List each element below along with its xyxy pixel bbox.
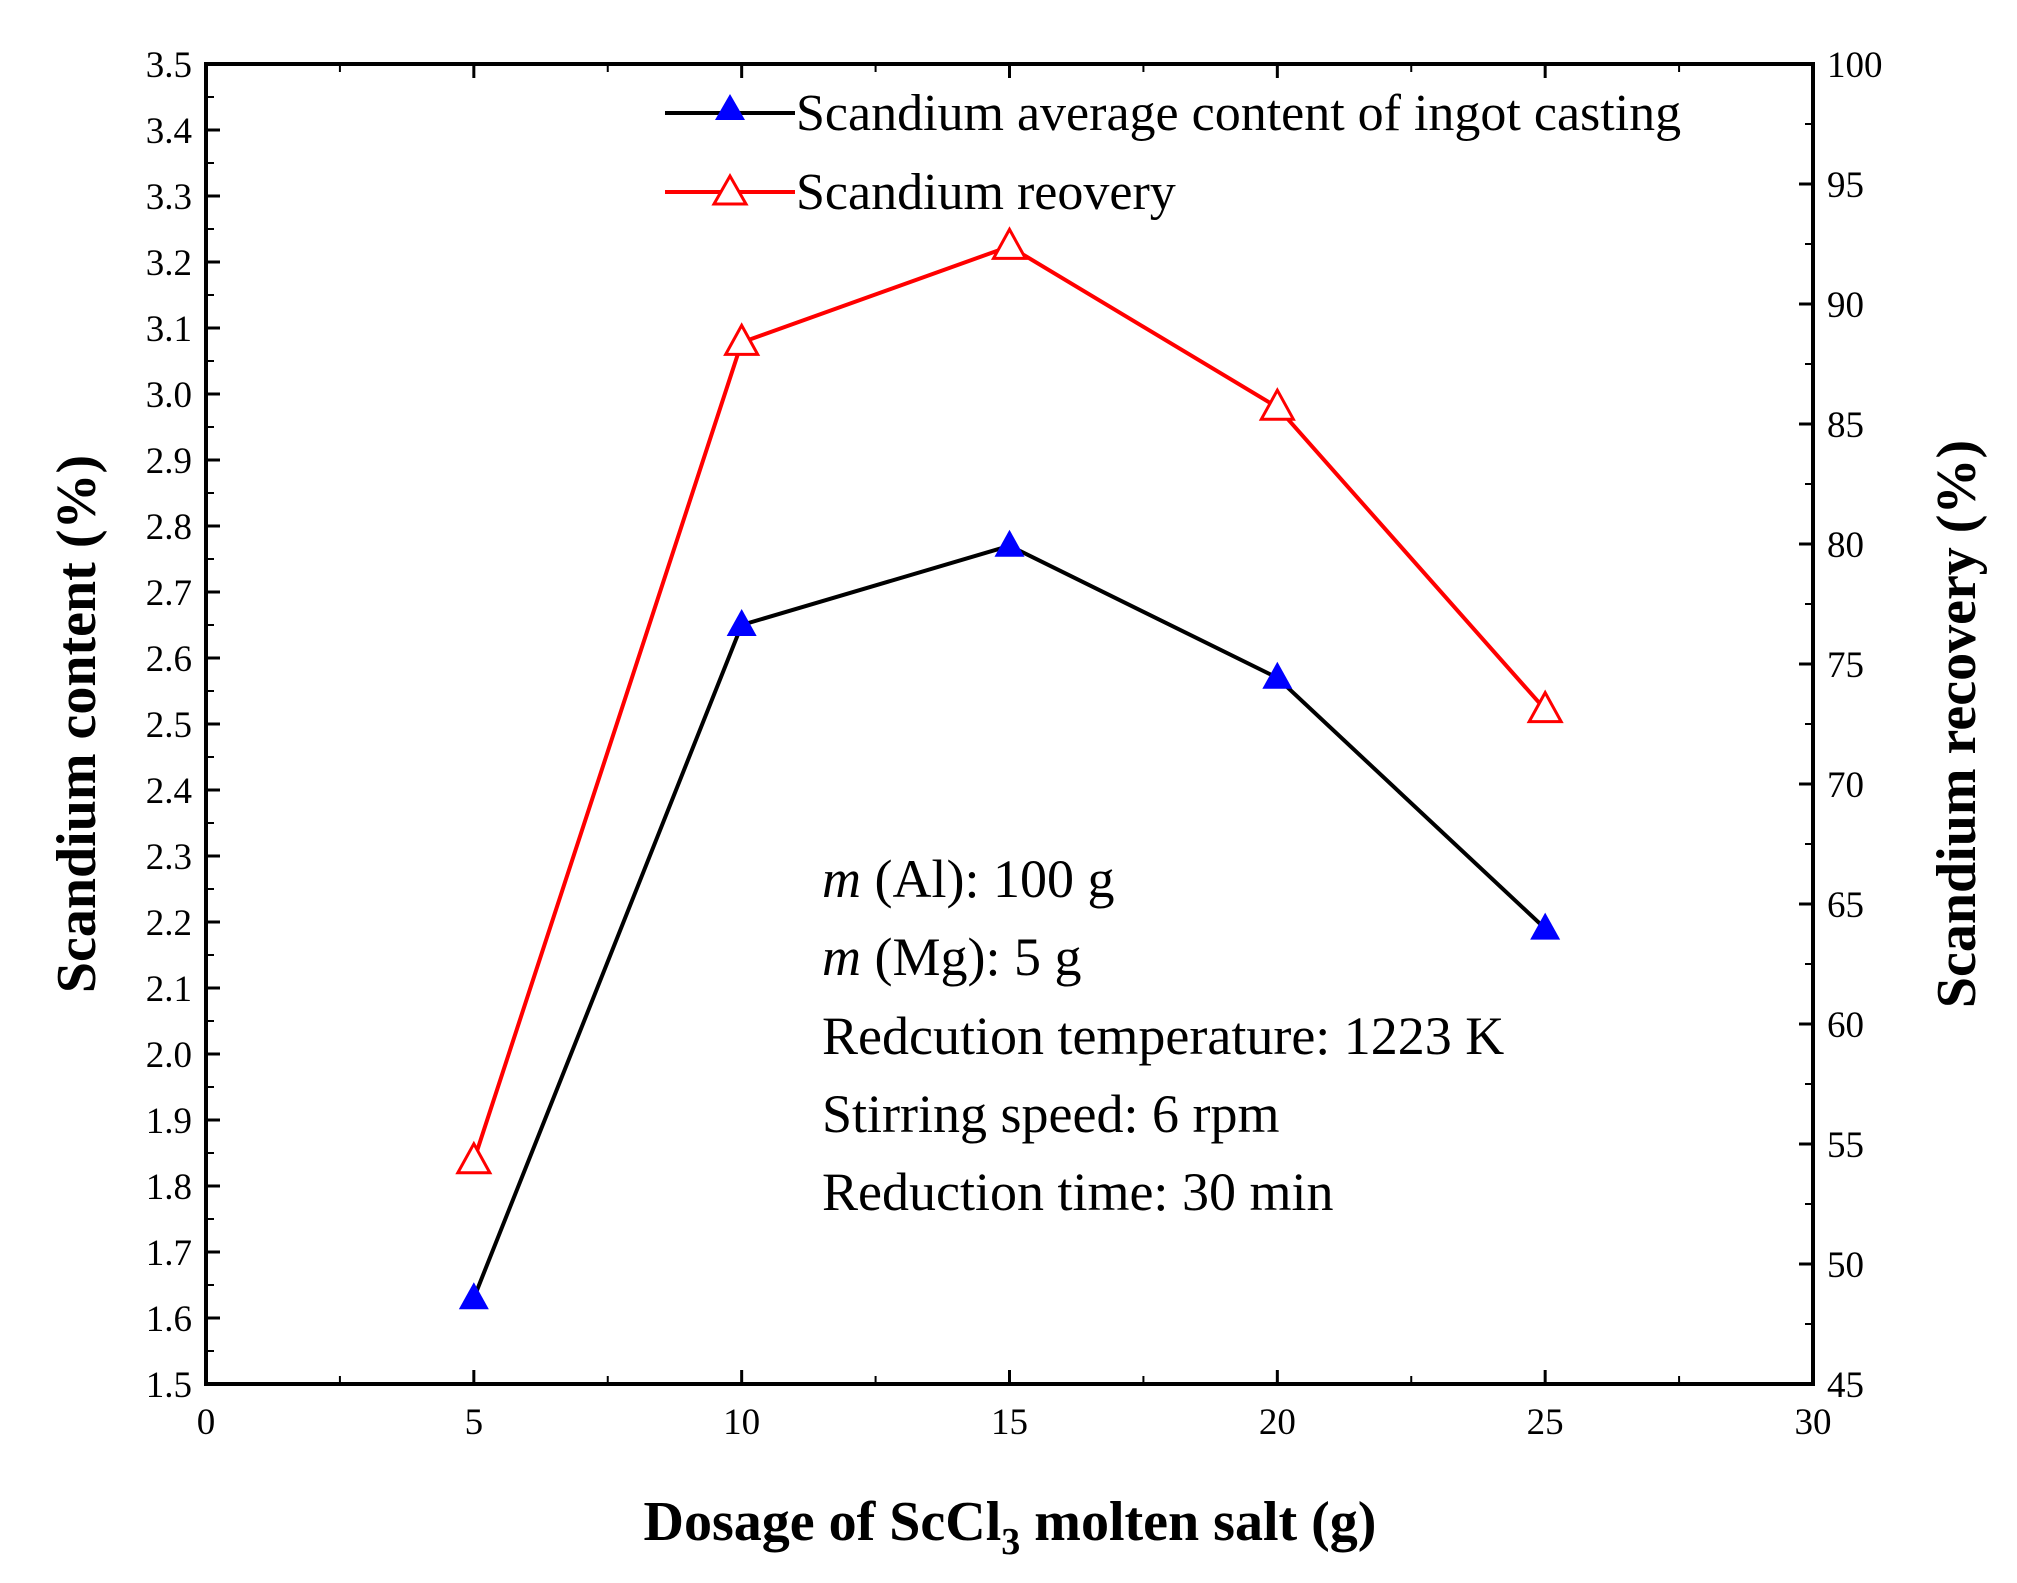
y-left-tick-label: 2.2 (146, 903, 192, 944)
annotation-line: Stirring speed: 6 rpm (822, 1084, 1279, 1144)
y-left-tick-label: 3.3 (146, 177, 192, 218)
y-left-tick-label: 2.9 (146, 441, 192, 482)
y-axis-left-title: Scandium content (%) (46, 455, 108, 993)
y-left-tick-label: 2.5 (146, 705, 192, 746)
y-right-tick-label: 75 (1827, 645, 1864, 686)
y-left-tick-label: 3.0 (146, 375, 192, 416)
legend-label-content: Scandium average content of ingot castin… (796, 85, 1681, 142)
y-right-tick-label: 45 (1827, 1365, 1864, 1406)
y-right-tick-label: 70 (1827, 765, 1864, 806)
y-left-tick-label: 2.1 (146, 969, 192, 1010)
annotation-text: (Al): 100 g (861, 849, 1114, 909)
x-tick-label: 15 (991, 1402, 1028, 1443)
y-left-tick-label: 2.8 (146, 507, 192, 548)
series-layer (455, 226, 1564, 1310)
data-point-recovery (455, 1140, 493, 1175)
y-right-tick-label: 95 (1827, 165, 1864, 206)
y-right-tick-label: 55 (1827, 1125, 1864, 1166)
annotation-italic: m (822, 849, 861, 909)
annotation-line: m (Al): 100 g (822, 849, 1114, 909)
data-point-recovery (1526, 689, 1564, 724)
y-left-tick-label: 2.0 (146, 1035, 192, 1076)
data-point-content (726, 609, 757, 636)
y-right-tick-label: 65 (1827, 885, 1864, 926)
x-tick-label: 5 (465, 1402, 484, 1443)
data-point-content (458, 1282, 489, 1310)
y-left-tick-label: 1.9 (146, 1101, 192, 1142)
x-tick-label: 30 (1795, 1402, 1832, 1443)
x-tick-label: 20 (1259, 1402, 1296, 1443)
legend-label-recovery: Scandium reovery (796, 164, 1176, 221)
y-left-tick-label: 2.6 (146, 639, 192, 680)
x-axis-title-subscript: 3 (1001, 1521, 1020, 1563)
data-point-content (994, 529, 1025, 557)
annotation-text: (Mg): 5 g (861, 927, 1081, 987)
axes-layer: 0 5 10 15 20 25 30 1.5 1.6 1.7 1.8 1.9 2.0 2.1 2.2 2.3 2… (146, 45, 1883, 1443)
data-point-recovery (1258, 387, 1296, 421)
y-left-tick-label: 3.2 (146, 243, 192, 284)
y-right-tick-label: 50 (1827, 1245, 1864, 1286)
data-point-recovery (723, 322, 761, 356)
x-tick-label: 25 (1527, 1402, 1564, 1443)
y-left-tick-label: 2.3 (146, 837, 192, 878)
y-left-tick-label: 2.4 (146, 771, 192, 812)
y-left-tick-label: 1.7 (146, 1233, 192, 1274)
y-right-tick-label: 100 (1827, 45, 1883, 86)
y-left-tick-label: 1.5 (146, 1365, 192, 1406)
y-right-tick-label: 90 (1827, 285, 1864, 326)
annotation-line: Reduction time: 30 min (822, 1162, 1333, 1222)
data-point-recovery (990, 226, 1029, 260)
annotation-line: Redcution temperature: 1223 K (822, 1006, 1504, 1066)
y-left-tick-label: 1.6 (146, 1299, 192, 1340)
conditions-annotation: m (Al): 100 g m (Mg): 5 g Redcution temp… (822, 849, 1504, 1222)
annotation-italic: m (822, 927, 861, 987)
y-left-tick-label: 1.8 (146, 1167, 192, 1208)
y-left-tick-label: 3.1 (146, 309, 192, 350)
x-axis-title: Dosage of ScCl3 molten salt (g) (644, 1491, 1377, 1563)
data-point-content (1530, 912, 1561, 940)
legend-marker-content (715, 94, 745, 120)
y-axis-right-title: Scandium recovery (%) (1926, 440, 1988, 1008)
y-left-tick-label: 3.4 (146, 111, 192, 152)
annotation-line: m (Mg): 5 g (822, 927, 1081, 987)
y-left-tick-label: 2.7 (146, 573, 192, 614)
y-right-tick-label: 85 (1827, 405, 1864, 446)
plot-frame (204, 62, 1815, 1386)
x-axis-title-tail: molten salt (g) (1020, 1491, 1376, 1553)
legend: Scandium average content of ingot castin… (665, 85, 1681, 221)
legend-marker-recovery (711, 172, 749, 206)
x-tick-label: 0 (197, 1402, 216, 1443)
y-right-tick-label: 80 (1827, 525, 1864, 566)
y-left-tick-label: 3.5 (146, 45, 192, 86)
data-point-content (1262, 661, 1293, 689)
x-tick-label: 10 (723, 1402, 760, 1443)
y-right-tick-label: 60 (1827, 1005, 1864, 1046)
